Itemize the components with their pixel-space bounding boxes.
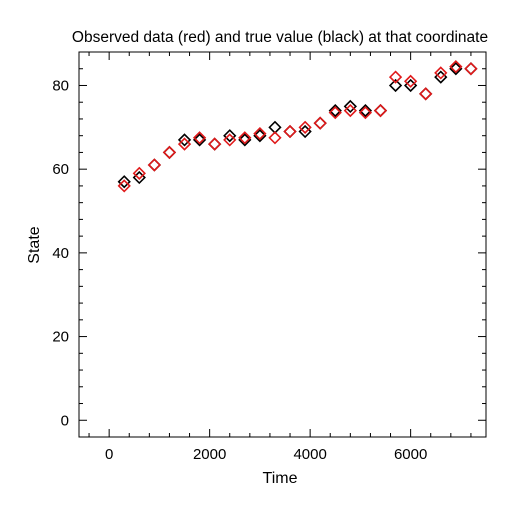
observed-point <box>208 137 222 151</box>
observed-point <box>298 120 312 134</box>
true-value-point <box>177 133 192 147</box>
observed-point <box>177 137 192 151</box>
true-value-point <box>147 158 162 172</box>
observed-point <box>434 66 448 80</box>
true-value-point <box>162 145 177 160</box>
true-value-point <box>208 137 222 151</box>
observed-point <box>328 106 342 120</box>
observed-point <box>253 126 267 141</box>
observed-point <box>313 116 327 130</box>
y-tick-label: 80 <box>52 77 69 94</box>
x-tick-label: 4000 <box>293 446 326 463</box>
plot-frame <box>78 51 487 438</box>
y-tick-label: 40 <box>52 245 69 262</box>
true-value-point <box>434 70 448 84</box>
true-value-point <box>343 99 357 114</box>
observed-point <box>132 166 146 180</box>
true-value-point <box>313 116 327 130</box>
x-tick-labels: 0 2000 4000 6000 <box>105 446 427 463</box>
observed-point <box>373 103 388 118</box>
observed-point <box>147 158 162 172</box>
true-value-point <box>283 124 297 139</box>
observed-point <box>162 145 177 160</box>
true-value-point <box>449 62 463 76</box>
true-value-point <box>464 62 478 76</box>
true-value-point <box>373 103 388 118</box>
observed-point <box>403 74 418 88</box>
observed-point <box>268 131 282 145</box>
observed-point <box>223 133 237 147</box>
observed-point <box>358 106 373 120</box>
true-value-point <box>298 124 312 139</box>
true-value-point <box>238 133 252 147</box>
observed-point <box>464 62 478 76</box>
y-tick-label: 60 <box>52 161 69 178</box>
x-tick-label: 0 <box>105 446 113 463</box>
y-tick-labels: 0 20 40 60 80 <box>52 77 69 429</box>
x-tick-label: 2000 <box>193 446 226 463</box>
observed-point <box>449 60 463 74</box>
true-value-point <box>403 78 418 93</box>
observed-point <box>283 124 297 139</box>
true-value-point <box>358 103 373 118</box>
observed-point <box>192 131 207 145</box>
true-value-point <box>192 133 207 147</box>
data-points <box>117 60 478 193</box>
true-value-point <box>223 129 237 143</box>
chart-title: Observed data (red) and true value (blac… <box>72 29 488 46</box>
true-value-point <box>253 129 267 143</box>
observed-point <box>388 70 403 84</box>
true-value-point <box>132 170 146 185</box>
y-axis-label: State <box>26 226 43 263</box>
y-tick-label: 0 <box>61 412 69 429</box>
true-value-point <box>388 78 403 93</box>
x-tick-label: 6000 <box>394 446 427 463</box>
observed-point <box>419 87 433 101</box>
y-tick-label: 20 <box>52 329 69 346</box>
true-value-point <box>419 87 433 101</box>
observed-point <box>343 103 357 118</box>
true-value-point <box>328 103 342 118</box>
observed-point <box>238 131 252 145</box>
x-axis-label: Time <box>263 470 298 487</box>
observed-point <box>117 179 131 193</box>
axis-ticks <box>79 52 486 437</box>
true-value-point <box>117 175 131 189</box>
